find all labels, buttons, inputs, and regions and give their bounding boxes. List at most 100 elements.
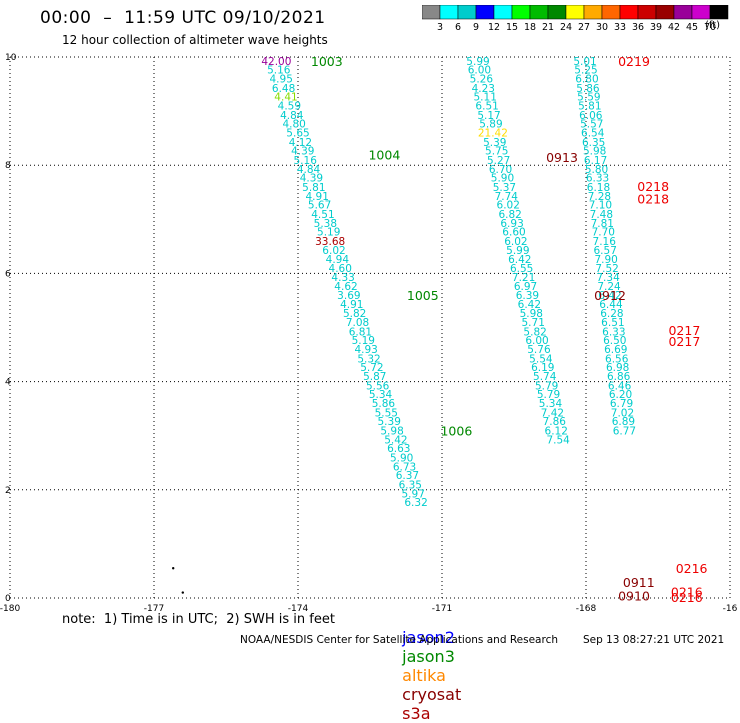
wave-height-point-altika: 6.80	[575, 74, 598, 86]
wave-height-point-altika: 6.35	[582, 137, 605, 149]
wave-height-point-altika: 6.50	[603, 335, 626, 347]
colorbar-tick-label: 9	[473, 22, 479, 33]
x-tick-label: -180	[0, 604, 20, 614]
wave-height-point-altika: 5.98	[583, 146, 606, 158]
wave-height-point-altika: 6.20	[609, 389, 632, 401]
y-tick-label: 4	[5, 378, 11, 388]
y-tick-label: 10	[5, 53, 17, 63]
wave-height-point-altika: 6.54	[581, 128, 605, 140]
footer-note: note: 1) Time is in UTC; 2) SWH is in fe…	[62, 612, 335, 627]
wave-height-point-jason3: 4.84	[280, 110, 304, 122]
pass-time-label: 0911	[623, 575, 655, 590]
wave-height-point-jason2: 6.00	[468, 64, 491, 76]
wave-height-point-altika: 6.79	[610, 398, 633, 410]
chart-subtitle: 12 hour collection of altimeter wave hei…	[62, 33, 328, 47]
wave-height-point-jason2: 6.02	[504, 236, 527, 248]
wave-height-point-altika: 6.18	[587, 182, 610, 194]
wave-height-point-jason2: 5.39	[483, 137, 506, 149]
wave-height-point-jason3: 4.60	[329, 263, 352, 275]
pass-time-label: 0218	[637, 192, 669, 207]
wave-height-point-jason2: 5.79	[537, 389, 560, 401]
wave-height-point-jason2: 6.55	[510, 263, 533, 275]
wave-height-point-jason3: 5.82	[343, 308, 366, 320]
wave-height-point-jason2: 7.42	[541, 407, 564, 419]
wave-height-point-jason3: 5.56	[366, 380, 390, 392]
wave-height-point-jason2: 5.11	[474, 91, 497, 103]
wave-height-point-jason3: 5.19	[352, 335, 375, 347]
wave-height-point-jason2: 6.70	[489, 164, 512, 176]
legend-cryosat: cryosat	[402, 685, 462, 704]
wave-height-point-jason3: 3.69	[337, 290, 360, 302]
wave-height-point-jason3: 5.42	[384, 434, 407, 446]
wave-height-point-altika: 6.77	[613, 425, 636, 437]
colorbar-tick-label: 39	[650, 22, 662, 33]
point-marker	[181, 591, 184, 594]
wave-height-point-altika: 5.81	[578, 101, 601, 113]
wave-height-point-jason2: 6.93	[500, 218, 523, 230]
pass-time-label: 1006	[440, 423, 472, 438]
wave-height-point-jason3: 4.62	[334, 281, 357, 293]
wave-height-point-altika: 6.57	[594, 245, 617, 257]
wave-height-point-jason2: 6.39	[516, 290, 539, 302]
wave-height-point-jason3: 5.38	[314, 218, 337, 230]
y-tick-label: 6	[5, 269, 11, 279]
wave-height-point-jason3: 5.34	[369, 389, 393, 401]
wave-height-point-jason2: 5.27	[487, 155, 510, 167]
wave-height-point-jason3: 6.81	[349, 326, 372, 338]
wave-height-point-jason2: 5.76	[527, 344, 551, 356]
pass-time-label: 0913	[546, 150, 578, 165]
wave-height-point-jason3: 5.65	[286, 128, 309, 140]
wave-height-point-altika: 7.81	[591, 218, 614, 230]
wave-height-point-altika: 7.90	[594, 254, 617, 266]
credit-line: NOAA/NESDIS Center for Satellite Applica…	[240, 634, 558, 646]
wave-height-point-jason2: 6.60	[502, 227, 525, 239]
wave-height-point-jason2: 7.21	[512, 272, 535, 284]
colorbar-tick-label: 33	[614, 22, 626, 33]
wave-height-point-jason2: 5.71	[522, 317, 545, 329]
wave-height-point-jason3: 4.95	[270, 74, 293, 86]
wave-height-point-jason2: 5.90	[491, 173, 514, 185]
y-tick-label: 2	[5, 486, 11, 496]
x-tick-label: -171	[432, 604, 452, 614]
wave-height-point-jason2: 5.98	[520, 308, 543, 320]
wave-height-point-altika: 5.01	[573, 56, 596, 68]
wave-height-point-jason3: 6.32	[404, 497, 427, 509]
pass-time-label: 1003	[311, 54, 343, 69]
wave-height-point-jason3: 5.16	[267, 64, 291, 76]
x-tick-label: -16	[723, 604, 738, 614]
wave-height-point-jason3: 4.80	[282, 119, 305, 131]
y-tick-label: 0	[5, 594, 11, 604]
wave-height-point-altika: 7.10	[589, 200, 612, 212]
wave-height-point-jason3: 6.02	[322, 245, 345, 257]
wave-height-point-jason3: 4.94	[326, 254, 350, 266]
wave-height-point-jason3: 4.91	[306, 191, 329, 203]
wave-height-point-jason2: 5.82	[523, 326, 546, 338]
wave-height-point-altika: 6.56	[605, 353, 629, 365]
wave-height-point-altika: 7.52	[595, 263, 618, 275]
wave-height-point-jason3: 5.87	[363, 371, 386, 383]
colorbar-tick-label: 27	[578, 22, 590, 33]
wave-height-point-altika: 6.69	[604, 344, 627, 356]
pass-time-label: 0218	[637, 179, 669, 194]
wave-height-point-jason2: 5.89	[479, 119, 502, 131]
wave-height-point-jason3: 6.73	[393, 462, 416, 474]
wave-height-point-jason2: 5.17	[477, 110, 500, 122]
pass-time-label: 0216	[676, 561, 708, 576]
pass-time-label: 0217	[668, 323, 700, 338]
wave-height-point-altika: 5.80	[585, 164, 608, 176]
colorbar-tick-label: 18	[524, 22, 536, 33]
wave-height-point-altika: 6.98	[606, 362, 629, 374]
pass-time-label: 0217	[668, 334, 700, 349]
wave-height-point-jason3: 5.98	[380, 425, 403, 437]
x-tick-label: -174	[288, 604, 309, 614]
wave-height-point-altika: 6.28	[600, 308, 623, 320]
wave-height-point-jason3: 4.39	[300, 173, 323, 185]
wave-height-point-altika: 5.86	[576, 83, 600, 95]
x-tick-label: -168	[576, 604, 597, 614]
wave-height-point-altika: 6.42	[598, 290, 621, 302]
wave-height-point-jason3: 6.35	[399, 479, 422, 491]
wave-height-point-jason2: 4.23	[472, 83, 495, 95]
wave-height-point-jason3: 5.67	[308, 200, 331, 212]
colorbar-tick-label: 12	[488, 22, 500, 33]
